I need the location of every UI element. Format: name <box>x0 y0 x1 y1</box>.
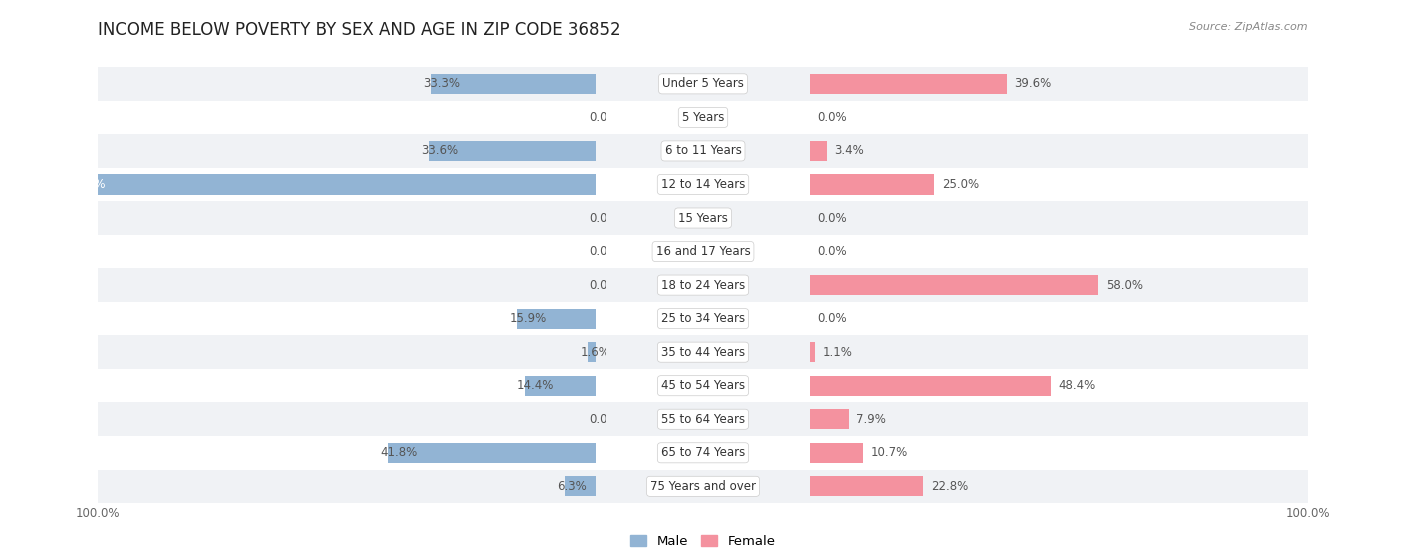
Text: 25.0%: 25.0% <box>942 178 979 191</box>
Text: 41.8%: 41.8% <box>381 446 418 459</box>
Bar <box>0 335 1406 369</box>
Bar <box>98 174 596 195</box>
Text: 25 to 34 Years: 25 to 34 Years <box>661 312 745 325</box>
Bar <box>0 402 1406 436</box>
Bar <box>0 134 1406 168</box>
Bar <box>0 134 1406 168</box>
Bar <box>388 443 596 463</box>
Bar <box>0 302 1406 335</box>
Bar <box>0 101 1406 134</box>
Text: 58.0%: 58.0% <box>1107 278 1143 292</box>
Bar <box>0 402 1406 436</box>
Bar <box>0 470 1406 503</box>
Text: 0.0%: 0.0% <box>589 278 619 292</box>
Text: 33.6%: 33.6% <box>422 144 458 158</box>
Bar <box>810 74 1007 94</box>
Text: 0.0%: 0.0% <box>589 245 619 258</box>
Bar <box>810 443 863 463</box>
Bar <box>810 376 1050 396</box>
Bar <box>0 436 1406 470</box>
Text: INCOME BELOW POVERTY BY SEX AND AGE IN ZIP CODE 36852: INCOME BELOW POVERTY BY SEX AND AGE IN Z… <box>98 21 621 39</box>
Text: 12 to 14 Years: 12 to 14 Years <box>661 178 745 191</box>
Text: 35 to 44 Years: 35 to 44 Years <box>661 345 745 359</box>
Text: 15.9%: 15.9% <box>510 312 547 325</box>
Text: 0.0%: 0.0% <box>589 413 619 426</box>
Bar <box>430 74 596 94</box>
Text: 1.6%: 1.6% <box>581 345 610 359</box>
Bar <box>0 201 1406 235</box>
Text: 7.9%: 7.9% <box>856 413 886 426</box>
Bar <box>810 174 934 195</box>
Bar <box>565 476 596 496</box>
Text: 0.0%: 0.0% <box>817 211 846 225</box>
Bar <box>0 134 1406 168</box>
Bar <box>810 342 815 362</box>
Text: 75 Years and over: 75 Years and over <box>650 480 756 493</box>
Bar <box>0 268 1406 302</box>
Bar <box>0 168 1406 201</box>
Text: 0.0%: 0.0% <box>817 312 846 325</box>
Bar <box>0 268 1406 302</box>
Text: 10.7%: 10.7% <box>870 446 908 459</box>
Bar <box>0 101 1406 134</box>
Text: 39.6%: 39.6% <box>1014 77 1052 91</box>
Bar <box>0 67 1406 101</box>
Bar <box>0 235 1406 268</box>
Text: 22.8%: 22.8% <box>931 480 967 493</box>
Bar <box>0 402 1406 436</box>
Bar <box>0 369 1406 402</box>
Bar <box>0 436 1406 470</box>
Bar <box>588 342 596 362</box>
Text: 100.0%: 100.0% <box>62 178 105 191</box>
Text: 0.0%: 0.0% <box>589 211 619 225</box>
Bar <box>810 275 1098 295</box>
Text: 3.4%: 3.4% <box>834 144 863 158</box>
Bar <box>0 101 1406 134</box>
Bar <box>0 235 1406 268</box>
Text: 65 to 74 Years: 65 to 74 Years <box>661 446 745 459</box>
Text: 16 and 17 Years: 16 and 17 Years <box>655 245 751 258</box>
Bar <box>0 470 1406 503</box>
Bar <box>810 409 849 429</box>
Bar <box>429 141 596 161</box>
Bar <box>0 470 1406 503</box>
Text: 48.4%: 48.4% <box>1059 379 1095 392</box>
Text: 14.4%: 14.4% <box>517 379 554 392</box>
Text: 0.0%: 0.0% <box>817 111 846 124</box>
Bar <box>0 235 1406 268</box>
Bar <box>0 302 1406 335</box>
Text: 6 to 11 Years: 6 to 11 Years <box>665 144 741 158</box>
Text: Source: ZipAtlas.com: Source: ZipAtlas.com <box>1189 22 1308 32</box>
Bar <box>810 141 827 161</box>
Bar <box>0 201 1406 235</box>
Bar <box>517 309 596 329</box>
Text: 15 Years: 15 Years <box>678 211 728 225</box>
Text: 1.1%: 1.1% <box>823 345 852 359</box>
Text: 6.3%: 6.3% <box>557 480 588 493</box>
Bar <box>0 335 1406 369</box>
Bar <box>524 376 596 396</box>
Legend: Male, Female: Male, Female <box>626 530 780 553</box>
Text: 0.0%: 0.0% <box>817 245 846 258</box>
Bar <box>0 67 1406 101</box>
Bar <box>0 168 1406 201</box>
Bar <box>0 268 1406 302</box>
Bar <box>0 335 1406 369</box>
Text: 45 to 54 Years: 45 to 54 Years <box>661 379 745 392</box>
Bar <box>0 436 1406 470</box>
Bar <box>0 369 1406 402</box>
Bar <box>0 201 1406 235</box>
Text: 5 Years: 5 Years <box>682 111 724 124</box>
Bar <box>0 302 1406 335</box>
Text: Under 5 Years: Under 5 Years <box>662 77 744 91</box>
Text: 18 to 24 Years: 18 to 24 Years <box>661 278 745 292</box>
Text: 0.0%: 0.0% <box>589 111 619 124</box>
Text: 55 to 64 Years: 55 to 64 Years <box>661 413 745 426</box>
Bar <box>0 67 1406 101</box>
Text: 33.3%: 33.3% <box>423 77 460 91</box>
Bar <box>810 476 924 496</box>
Bar <box>0 369 1406 402</box>
Bar <box>0 168 1406 201</box>
